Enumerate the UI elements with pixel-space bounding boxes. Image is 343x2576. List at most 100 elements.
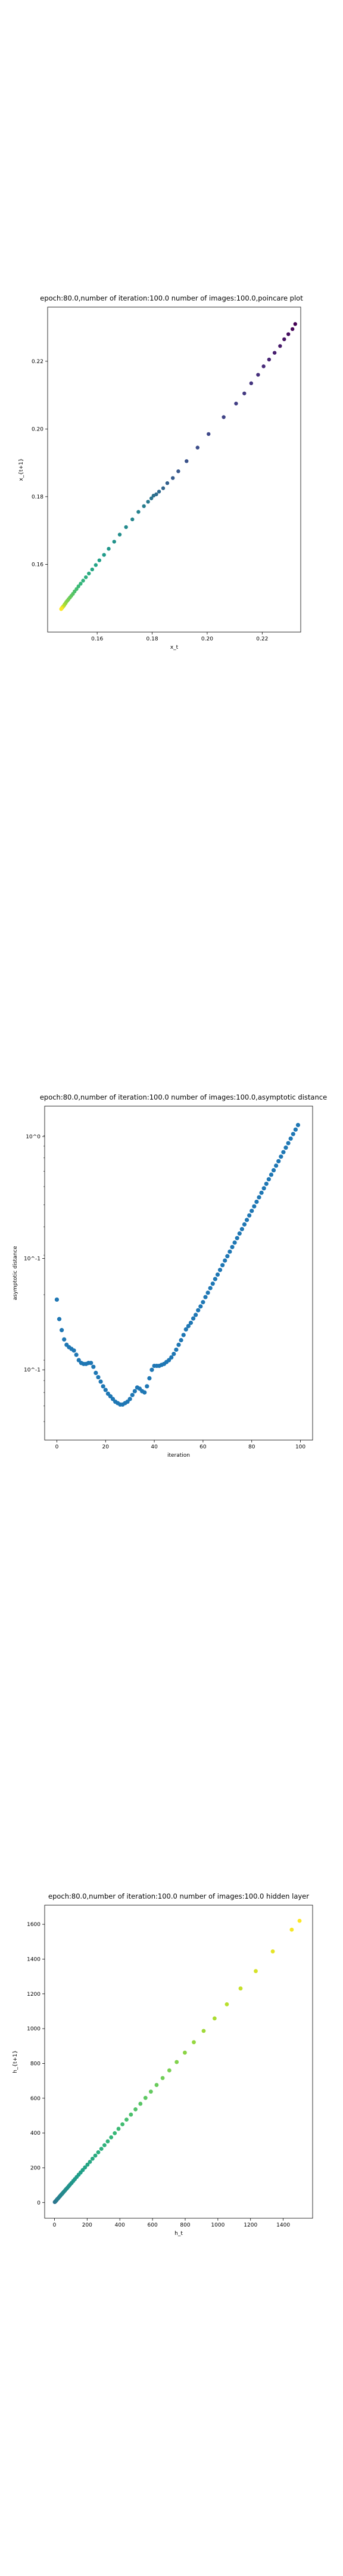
asymptotic-point: [288, 1136, 293, 1141]
poincare-point: [117, 532, 122, 537]
asymptotic-point: [237, 1231, 242, 1236]
poincare-point: [136, 510, 141, 514]
asymptotic-point: [286, 1141, 291, 1145]
poincare-point: [130, 517, 135, 522]
asymptotic-axes-frame: [44, 1106, 313, 1441]
poincare-point: [267, 357, 272, 362]
asymptotic-point: [281, 1150, 286, 1154]
poincare-point: [102, 553, 106, 557]
hidden-layer-point: [83, 2165, 88, 2170]
asymptotic-xlabel: iteration: [167, 1453, 190, 1459]
poincare-point: [207, 432, 211, 436]
asymptotic-point: [57, 1317, 62, 1321]
poincare-point: [97, 558, 102, 562]
asymptotic-point: [235, 1236, 239, 1240]
poincare-xtick-label: 0.18: [146, 636, 158, 642]
asymptotic-point: [98, 1379, 103, 1384]
poincare-ylabel: x_{t+1}: [18, 458, 24, 481]
asymptotic-point: [217, 1268, 223, 1272]
poincare-point: [256, 373, 260, 377]
poincare-point: [290, 327, 295, 332]
asymptotic-point: [213, 1277, 217, 1281]
hidden-layer-ytick-label: 1600: [27, 1922, 40, 1928]
poincare-point: [142, 504, 146, 509]
hidden-layer-point: [289, 1927, 294, 1932]
asymptotic-xtick-label: 100: [295, 1444, 305, 1450]
asymptotic-point: [215, 1272, 220, 1277]
asymptotic-point: [110, 1397, 116, 1401]
hidden-layer-point: [80, 2168, 85, 2172]
poincare-point: [293, 322, 297, 326]
hidden-layer-point: [174, 2060, 179, 2064]
asymptotic-point: [225, 1254, 230, 1259]
hidden-layer-ytick-label: 800: [30, 2061, 40, 2067]
poincare-point: [107, 547, 111, 551]
asymptotic-point: [274, 1163, 279, 1168]
poincare-ytick-label: 0.16: [32, 562, 43, 568]
asymptotic-point: [169, 1355, 174, 1360]
asymptotic-point: [201, 1300, 205, 1305]
hidden-layer-point: [183, 2050, 187, 2055]
poincare-xtick-label: 0.20: [201, 636, 213, 642]
hidden-layer-point: [105, 2139, 110, 2144]
poincare-ytick-label: 0.20: [32, 426, 43, 432]
asymptotic-point: [250, 1209, 254, 1213]
hidden-layer-title: epoch:80.0,number of iteration:100.0 num…: [48, 1892, 309, 1900]
asymptotic-ylabel: asymptotic distance: [13, 1246, 18, 1300]
poincare-point: [272, 351, 277, 355]
asymptotic-point: [266, 1177, 271, 1182]
poincare-point: [149, 496, 154, 500]
poincare-point: [185, 459, 189, 463]
hidden-layer-ytick-label: 1000: [27, 2026, 40, 2032]
hidden-layer-ytick-label: 1200: [27, 1992, 40, 1998]
poincare-point: [151, 494, 156, 498]
hidden-layer-xtick-label: 400: [115, 2222, 125, 2228]
asymptotic-point: [132, 1389, 137, 1394]
hidden-layer-svg: epoch:80.0,number of iteration:100.0 num…: [13, 1892, 313, 2237]
hidden-layer-point: [129, 2112, 133, 2117]
asymptotic-point: [198, 1304, 203, 1309]
poincare-point: [278, 344, 282, 348]
asymptotic-point: [254, 1199, 259, 1205]
poincare-point: [81, 578, 85, 583]
asymptotic-point: [145, 1384, 149, 1389]
asymptotic-ytick-label: 10^0: [26, 1134, 40, 1140]
asymptotic-point: [242, 1222, 247, 1227]
hidden-layer-figure: epoch:80.0,number of iteration:100.0 num…: [0, 1890, 343, 2248]
poincare-point: [59, 607, 63, 611]
asymptotic-point: [149, 1367, 154, 1372]
hidden-layer-point: [99, 2147, 104, 2151]
hidden-layer-point: [93, 2153, 98, 2158]
asymptotic-point: [210, 1281, 215, 1286]
asymptotic-point: [62, 1337, 67, 1342]
hidden-layer-ytick-label: 600: [30, 2096, 40, 2102]
hidden-layer-point: [160, 2076, 165, 2080]
asymptotic-point: [54, 1297, 60, 1302]
asymptotic-point: [293, 1127, 298, 1132]
asymptotic-point: [252, 1204, 257, 1209]
asymptotic-xtick-label: 80: [248, 1444, 255, 1450]
hidden-layer-point: [224, 2002, 229, 2007]
asymptotic-point: [232, 1240, 237, 1245]
hidden-layer-xtick-label: 600: [148, 2222, 158, 2228]
asymptotic-point: [147, 1376, 152, 1380]
hidden-layer-point: [192, 2040, 196, 2045]
hidden-layer-xlabel: h_t: [174, 2231, 183, 2237]
poincare-point: [124, 525, 128, 530]
asymptotic-point: [179, 1337, 183, 1343]
poincare-point: [112, 540, 116, 544]
asymptotic-point: [203, 1295, 208, 1299]
hidden-layer-point: [254, 1969, 258, 1973]
asymptotic-xtick-label: 0: [55, 1444, 59, 1450]
hidden-layer-point: [154, 2083, 159, 2087]
asymptotic-point: [257, 1195, 261, 1200]
hidden-layer-point: [297, 1918, 302, 1923]
asymptotic-distance-svg: epoch:80.0,number of iteration:100.0 num…: [13, 1093, 327, 1459]
hidden-layer-point: [96, 2150, 101, 2154]
hidden-layer-point: [238, 1986, 243, 1991]
asymptotic-point: [71, 1348, 76, 1353]
asymptotic-point: [60, 1328, 64, 1333]
hidden-layer-point: [85, 2162, 90, 2167]
asymptotic-point: [291, 1132, 295, 1137]
poincare-point: [90, 567, 95, 572]
